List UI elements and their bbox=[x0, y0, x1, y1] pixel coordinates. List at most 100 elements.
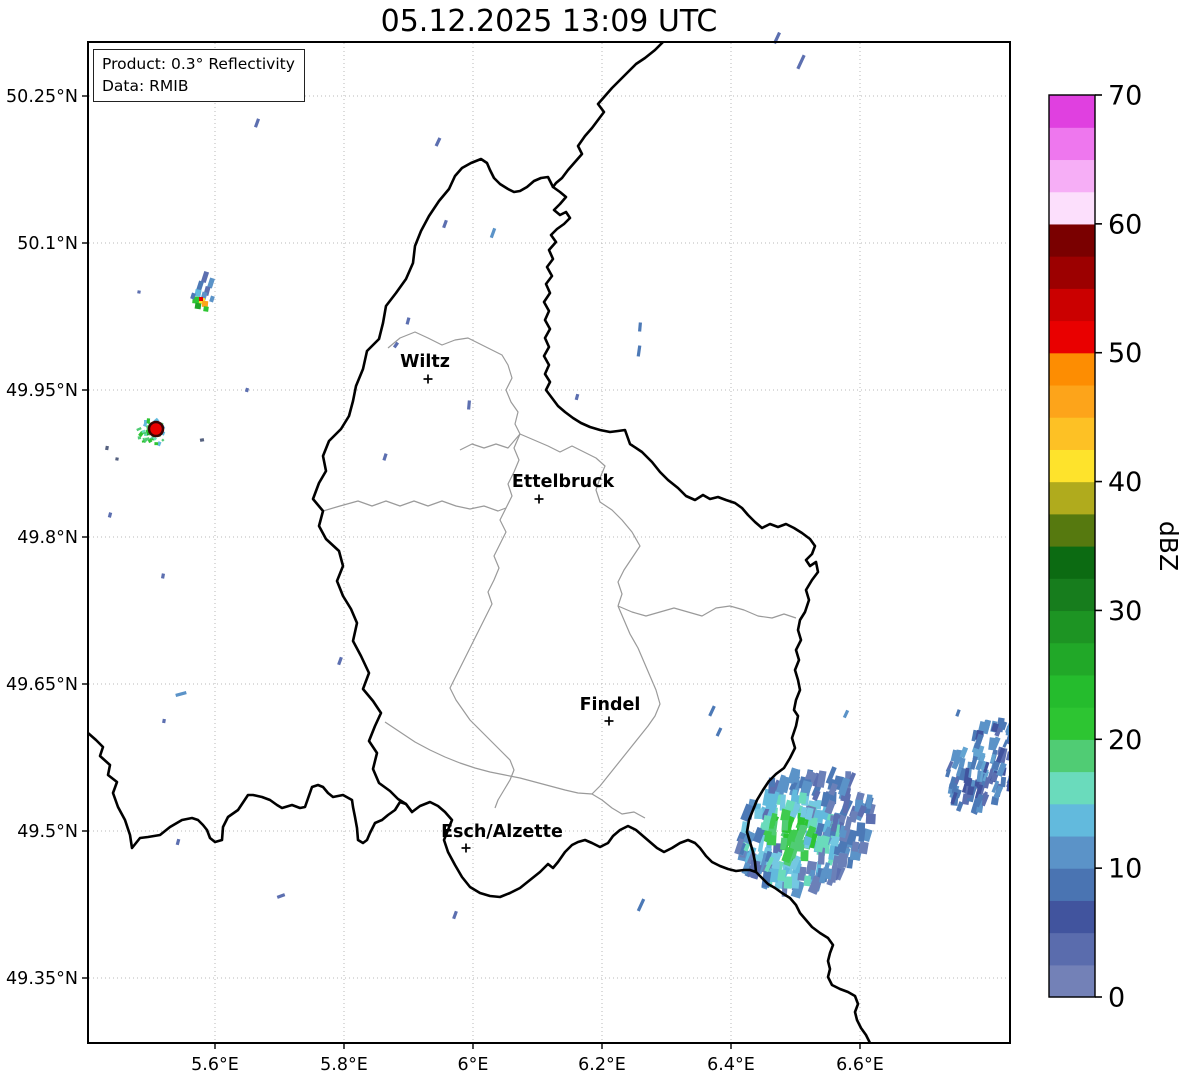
radar-echo-cell bbox=[831, 813, 840, 832]
radar-speck bbox=[708, 705, 716, 717]
radar-echo-cell bbox=[765, 793, 777, 810]
radar-echo-cell bbox=[800, 806, 808, 818]
radar-speck bbox=[337, 656, 343, 666]
colorbar-segment bbox=[1049, 835, 1095, 869]
district-border-line bbox=[591, 605, 661, 795]
colorbar-segment bbox=[1049, 771, 1095, 805]
radar-echo-cell bbox=[805, 825, 817, 839]
radar-echo-cell bbox=[983, 761, 990, 774]
country-borders bbox=[89, 43, 871, 1042]
radar-echo-cell bbox=[780, 808, 791, 822]
gridlines bbox=[82, 43, 1009, 1049]
radar-echo-cell bbox=[142, 437, 147, 444]
radar-echo-cell bbox=[1014, 729, 1020, 744]
colorbar-segment bbox=[1049, 674, 1095, 708]
district-border-line bbox=[384, 721, 646, 819]
radar-echo-cell bbox=[787, 767, 799, 785]
x-axis-labels: 5.6°E 5.8°E 6°E 6.2°E 6.4°E 6.6°E bbox=[191, 1055, 884, 1075]
moselle-border bbox=[754, 870, 871, 1042]
colorbar-tick-label: 60 bbox=[1108, 209, 1142, 240]
radar-echo-cell bbox=[970, 755, 978, 770]
storm-southeast bbox=[734, 766, 876, 899]
radar-echo-cell bbox=[951, 782, 958, 794]
colorbar-segment bbox=[1049, 159, 1095, 193]
y-tick-label: 49.5°N bbox=[17, 822, 78, 842]
radar-echo-cell bbox=[209, 295, 215, 303]
radar-echo-cell bbox=[190, 292, 196, 300]
radar-echo-cell bbox=[819, 835, 830, 849]
radar-echo-cell bbox=[752, 826, 766, 844]
x-tick-label: 5.6°E bbox=[191, 1055, 239, 1075]
colorbar-tick-label: 70 bbox=[1108, 81, 1142, 112]
radar-speck bbox=[489, 227, 497, 239]
colorbar-tick-label: 10 bbox=[1108, 854, 1142, 885]
radar-speck bbox=[392, 341, 400, 349]
radar-echo-cell bbox=[991, 760, 1001, 771]
colorbar-segment bbox=[1049, 352, 1095, 386]
radar-echo-cell bbox=[994, 726, 1002, 737]
data-source-line: Data: RMIB bbox=[102, 77, 189, 95]
colorbar-frame bbox=[1048, 94, 1096, 998]
radar-echo-cell bbox=[740, 803, 755, 823]
radar-speck bbox=[253, 118, 261, 128]
radar-echo-cell bbox=[990, 772, 999, 782]
colorbar-segment bbox=[1049, 95, 1095, 128]
radar-echo-cell bbox=[764, 850, 773, 863]
radar-echo-cell bbox=[203, 306, 209, 312]
radar-echo-cell bbox=[812, 789, 821, 802]
radar-speck bbox=[160, 573, 166, 579]
colorbar-segment bbox=[1049, 449, 1095, 483]
radar-echo-cell bbox=[207, 277, 215, 289]
radar-echo-cell bbox=[156, 441, 162, 447]
colorbar-segment bbox=[1049, 803, 1095, 837]
radar-speck bbox=[115, 457, 119, 461]
belgium-france-border bbox=[89, 732, 414, 850]
y-tick-label: 49.65°N bbox=[6, 675, 78, 695]
radar-echo-cell bbox=[830, 865, 838, 883]
radar-echo-cell bbox=[996, 762, 1007, 777]
germany-belgium-border bbox=[551, 43, 664, 189]
radar-speck bbox=[638, 322, 642, 332]
radar-echo-cell bbox=[152, 436, 158, 441]
plot-title: 05.12.2025 13:09 UTC bbox=[380, 4, 718, 39]
radar-echo-cell bbox=[971, 729, 978, 742]
radar-speck bbox=[636, 898, 646, 912]
radar-echo-cell bbox=[825, 766, 837, 785]
radar-echo-cell bbox=[815, 822, 825, 837]
radar-echo-cell bbox=[1013, 762, 1019, 773]
radar-echo-cell bbox=[787, 801, 801, 819]
radar-echo-cell bbox=[837, 852, 848, 868]
radar-echo-cell bbox=[818, 869, 828, 884]
radar-echo-cell bbox=[146, 418, 151, 424]
radar-echo-cell bbox=[790, 870, 801, 889]
radar-echo-cell bbox=[161, 438, 165, 442]
radar-echo-cell bbox=[1010, 734, 1021, 748]
colorbar-tick-label: 0 bbox=[1108, 983, 1125, 1014]
colorbar-unit-label: dBZ bbox=[1154, 521, 1183, 571]
colorbar-segment bbox=[1049, 481, 1095, 515]
radar-echo-cell bbox=[136, 426, 142, 432]
x-tick-label: 6.2°E bbox=[578, 1055, 626, 1075]
radar-echo-cell bbox=[995, 747, 1006, 763]
radar-echo-cell bbox=[1005, 751, 1009, 762]
radar-echo-cell bbox=[1013, 748, 1023, 761]
radar-echo-cell bbox=[154, 442, 159, 446]
city-label: Wiltz bbox=[400, 352, 450, 372]
radar-speck bbox=[434, 137, 442, 147]
radar-echo-cell bbox=[799, 780, 813, 797]
radar-echo-cell bbox=[784, 799, 796, 812]
radar-echo-cell bbox=[950, 791, 958, 805]
y-tick-label: 50.25°N bbox=[6, 87, 78, 107]
city-label: Findel bbox=[580, 695, 641, 715]
radar-speck bbox=[955, 709, 961, 717]
y-tick-label: 49.95°N bbox=[6, 381, 78, 401]
radar-speck bbox=[796, 54, 806, 70]
radar-echo-cell bbox=[988, 737, 996, 751]
radar-echo-cell bbox=[761, 814, 772, 831]
radar-echo-cell bbox=[1006, 730, 1009, 743]
radar-echo-cell bbox=[1011, 755, 1019, 767]
radar-speck bbox=[137, 290, 141, 294]
radar-speck bbox=[105, 445, 109, 451]
radar-echo-cell bbox=[973, 793, 984, 808]
radar-echo-cell bbox=[828, 845, 836, 861]
